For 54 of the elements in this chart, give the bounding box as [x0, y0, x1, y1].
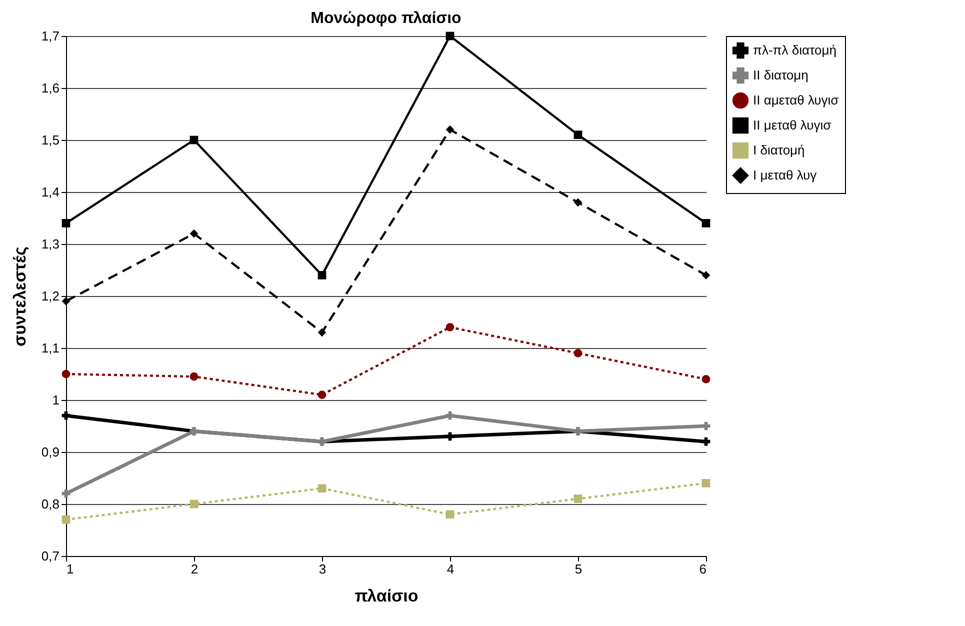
- point: [62, 489, 70, 498]
- y-tick-label: 1,2: [41, 288, 60, 304]
- x-tick-label: 6: [699, 562, 706, 576]
- point: [446, 510, 454, 519]
- point: [574, 349, 582, 358]
- y-tick-label: 1,1: [41, 340, 60, 356]
- point: [62, 219, 70, 228]
- legend-label: Ι μεταθ λυγ: [753, 168, 818, 182]
- point: [318, 390, 326, 399]
- x-tick-label: 5: [574, 562, 582, 576]
- point: [702, 437, 710, 446]
- x-tick-label: 2: [190, 562, 198, 576]
- point: [318, 328, 326, 337]
- point: [446, 32, 454, 40]
- point: [318, 484, 326, 493]
- point: [62, 370, 70, 378]
- y-axis-title: συντελεστές: [10, 246, 30, 346]
- point: [318, 271, 326, 280]
- point: [702, 271, 710, 280]
- point: [446, 411, 454, 420]
- point: [190, 229, 198, 238]
- legend-label: ΙΙ διατομη: [753, 68, 808, 82]
- x-axis-title: πλαίσιο: [354, 586, 418, 606]
- y-tick-label: 1,5: [41, 132, 60, 148]
- point: [574, 130, 582, 139]
- y-tick-label: 0,8: [41, 496, 60, 512]
- point: [702, 375, 710, 384]
- point: [190, 372, 198, 381]
- point: [62, 411, 70, 420]
- x-tick-label: 3: [318, 562, 326, 576]
- point: [190, 136, 198, 144]
- y-tick-label: 1,6: [41, 80, 60, 96]
- legend-label: Ι διατομή: [753, 142, 805, 158]
- legend-label: πλ-πλ διατομή: [753, 42, 836, 58]
- legend-label: ΙΙ μεταθ λυγισ: [753, 118, 832, 132]
- point: [446, 323, 454, 332]
- y-tick-label: 1: [52, 392, 60, 408]
- y-tick-label: 1,4: [41, 184, 60, 200]
- point: [62, 515, 70, 524]
- point: [702, 219, 710, 228]
- y-tick-label: 1,3: [41, 236, 60, 252]
- x-tick-label: 4: [446, 562, 454, 576]
- legend-label: ΙΙ αμεταθ λυγισ: [753, 92, 839, 108]
- x-tick-label: 1: [66, 562, 74, 576]
- point: [574, 198, 582, 207]
- point: [702, 479, 710, 488]
- point: [190, 500, 198, 508]
- y-tick-label: 0,7: [41, 548, 60, 564]
- point: [446, 125, 454, 134]
- point: [574, 494, 582, 503]
- y-tick-label: 0,9: [41, 444, 60, 460]
- y-tick-label: 1,7: [41, 28, 60, 44]
- chart-title: Μονώροφο πλαίσιο: [310, 10, 462, 27]
- point: [446, 432, 454, 441]
